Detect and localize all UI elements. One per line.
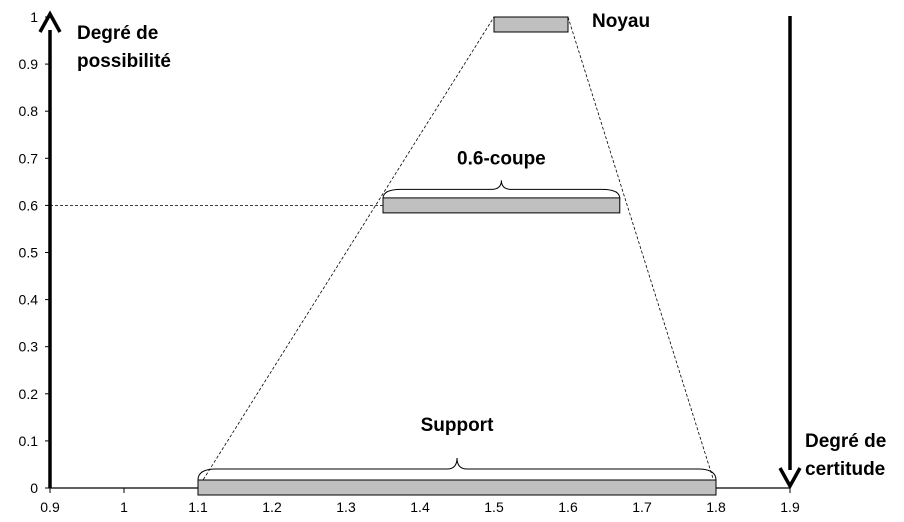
certainty-title-line1: Degré de: [805, 431, 886, 452]
y-tick-label: 0.9: [19, 56, 39, 72]
possibility-title-line2: possibilité: [77, 51, 171, 72]
certainty-axis-arrow: [778, 16, 802, 490]
interval-bar: [382, 197, 621, 214]
y-tick-label: 0.7: [19, 150, 39, 166]
y-axis-ticks: 0 0.1 0.2 0.3 0.4 0.5 0.6 0.7 0.8 0.9 1: [19, 9, 50, 496]
x-tick-label: 1.5: [484, 499, 504, 515]
y-tick-label: 0.2: [19, 386, 39, 402]
noyau-label: Noyau: [592, 11, 650, 32]
distribution-segment: [567, 16, 717, 489]
y-tick-label: 0.5: [19, 245, 39, 261]
interval-bar: [493, 16, 569, 33]
x-axis-ticks: 0.9 1 1.1 1.2 1.3 1.4 1.5 1.6 1.7 1.8 1.9: [40, 488, 800, 515]
interval-bar: [197, 479, 717, 496]
x-tick-label: 1.2: [262, 499, 282, 515]
certainty-title-line2: certitude: [805, 459, 885, 480]
certainty-arrow-head: [778, 467, 802, 490]
y-tick-label: 0.6: [19, 197, 39, 213]
interval-braces: [197, 180, 717, 481]
interval-brace: [382, 180, 621, 199]
x-tick-label: 1.4: [410, 499, 430, 515]
x-tick-label: 0.9: [40, 499, 60, 515]
x-tick-label: 1.9: [780, 499, 800, 515]
y-tick-label: 0: [30, 480, 38, 496]
y-tick-label: 1: [30, 9, 38, 25]
possibility-axis-arrow: [38, 10, 62, 488]
y-tick-label: 0.8: [19, 103, 39, 119]
x-tick-label: 1.1: [188, 499, 208, 515]
x-tick-label: 1: [120, 499, 128, 515]
x-tick-label: 1.7: [632, 499, 652, 515]
support-label: Support: [421, 415, 494, 436]
y-tick-label: 0.3: [19, 339, 39, 355]
x-tick-label: 1.3: [336, 499, 356, 515]
x-tick-label: 1.8: [706, 499, 726, 515]
distribution-segment: [197, 16, 495, 489]
alpha-cut-label: 0.6-coupe: [457, 148, 546, 169]
possibility-arrow-head: [38, 10, 62, 33]
interval-brace: [197, 457, 717, 481]
x-tick-label: 1.6: [558, 499, 578, 515]
possibility-title-line1: Degré de: [77, 23, 158, 44]
interval-bars: [197, 16, 717, 496]
y-tick-label: 0.4: [19, 292, 39, 308]
y-tick-label: 0.1: [19, 433, 39, 449]
